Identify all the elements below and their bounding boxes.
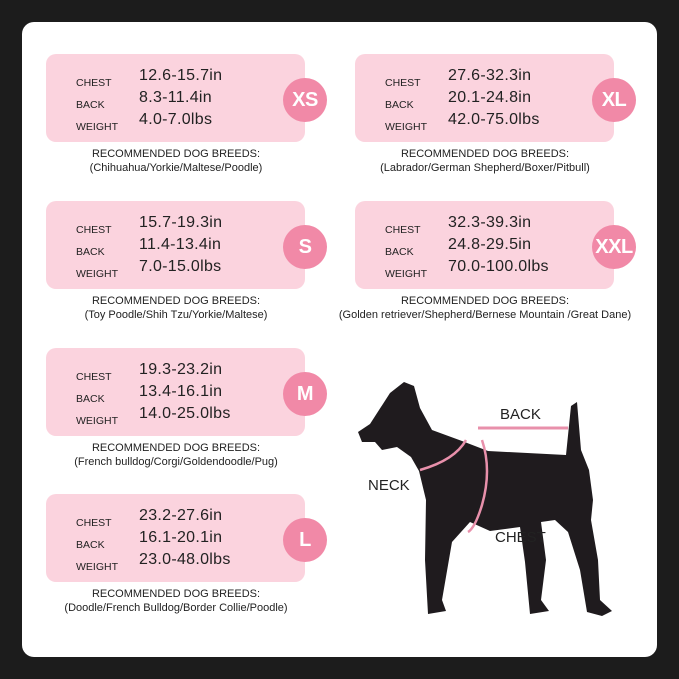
recommended-heading: RECOMMENDED DOG BREEDS: — [91, 442, 261, 454]
chest-label: CHEST — [385, 224, 421, 236]
weight-label: WEIGHT — [76, 415, 118, 427]
weight-label: WEIGHT — [76, 121, 118, 133]
weight-label: WEIGHT — [385, 121, 427, 133]
recommended-breeds: RECOMMENDED DOG BREEDS: (Doodle/French B… — [26, 587, 326, 615]
breeds-list: (Golden retriever/Shepherd/Bernese Mount… — [338, 309, 632, 321]
recommended-breeds: RECOMMENDED DOG BREEDS: (Golden retrieve… — [335, 294, 635, 322]
chest-value: 12.6-15.7in — [139, 67, 223, 84]
recommended-heading: RECOMMENDED DOG BREEDS: — [400, 295, 570, 307]
weight-label: WEIGHT — [76, 268, 118, 280]
recommended-breeds: RECOMMENDED DOG BREEDS: (Chihuahua/Yorki… — [26, 147, 326, 175]
back-label: BACK — [76, 99, 105, 111]
size-badge: S — [283, 225, 327, 269]
weight-value: 70.0-100.0lbs — [448, 258, 549, 275]
back-value: 8.3-11.4in — [139, 89, 212, 106]
size-badge: M — [283, 372, 327, 416]
breeds-list: (Doodle/French Bulldog/Border Collie/Poo… — [64, 602, 288, 614]
back-label: BACK — [385, 99, 414, 111]
size-badge: XS — [283, 78, 327, 122]
breeds-list: (Toy Poodle/Shih Tzu/Yorkie/Maltese) — [84, 309, 268, 321]
chest-value: 23.2-27.6in — [139, 507, 223, 524]
back-label: BACK — [500, 406, 541, 423]
back-label: BACK — [76, 393, 105, 405]
recommended-breeds: RECOMMENDED DOG BREEDS: (Toy Poodle/Shih… — [26, 294, 326, 322]
weight-value: 4.0-7.0lbs — [139, 111, 213, 128]
size-box-l: CHEST 23.2-27.6in BACK 16.1-20.1in WEIGH… — [46, 494, 305, 582]
weight-value: 7.0-15.0lbs — [139, 258, 222, 275]
back-value: 13.4-16.1in — [139, 383, 223, 400]
weight-value: 42.0-75.0lbs — [448, 111, 540, 128]
size-box-xl: CHEST 27.6-32.3in BACK 20.1-24.8in WEIGH… — [355, 54, 614, 142]
breeds-list: (French bulldog/Corgi/Goldendoodle/Pug) — [74, 456, 278, 468]
back-label: BACK — [76, 539, 105, 551]
breeds-list: (Chihuahua/Yorkie/Maltese/Poodle) — [89, 162, 263, 174]
back-value: 20.1-24.8in — [448, 89, 532, 106]
weight-value: 23.0-48.0lbs — [139, 551, 231, 568]
back-value: 24.8-29.5in — [448, 236, 532, 253]
back-value: 11.4-13.4in — [139, 236, 222, 253]
recommended-breeds: RECOMMENDED DOG BREEDS: (French bulldog/… — [26, 441, 326, 469]
weight-label: WEIGHT — [385, 268, 427, 280]
dog-silhouette — [358, 382, 612, 616]
size-badge: XL — [592, 78, 636, 122]
chest-value: 27.6-32.3in — [448, 67, 532, 84]
recommended-heading: RECOMMENDED DOG BREEDS: — [91, 148, 261, 160]
chest-value: 15.7-19.3in — [139, 214, 223, 231]
back-label: BACK — [76, 246, 105, 258]
chest-label: CHEST — [76, 517, 112, 529]
recommended-heading: RECOMMENDED DOG BREEDS: — [400, 148, 570, 160]
size-badge: L — [283, 518, 327, 562]
size-box-m: CHEST 19.3-23.2in BACK 13.4-16.1in WEIGH… — [46, 348, 305, 436]
neck-measure-ring — [419, 439, 468, 472]
size-box-s: CHEST 15.7-19.3in BACK 11.4-13.4in WEIGH… — [46, 201, 305, 289]
chest-label: CHEST — [495, 529, 546, 546]
recommended-heading: RECOMMENDED DOG BREEDS: — [91, 295, 261, 307]
chest-label: CHEST — [76, 224, 112, 236]
chest-label: CHEST — [76, 371, 112, 383]
recommended-breeds: RECOMMENDED DOG BREEDS: (Labrador/German… — [335, 147, 635, 175]
back-label: BACK — [385, 246, 414, 258]
size-box-xxl: CHEST 32.3-39.3in BACK 24.8-29.5in WEIGH… — [355, 201, 614, 289]
chest-value: 19.3-23.2in — [139, 361, 223, 378]
chest-value: 32.3-39.3in — [448, 214, 532, 231]
chest-measure-ring — [467, 439, 489, 534]
chest-label: CHEST — [385, 77, 421, 89]
chest-label: CHEST — [76, 77, 112, 89]
size-box-xs: CHEST 12.6-15.7in BACK 8.3-11.4in WEIGHT… — [46, 54, 305, 142]
back-value: 16.1-20.1in — [139, 529, 223, 546]
recommended-heading: RECOMMENDED DOG BREEDS: — [91, 588, 261, 600]
weight-value: 14.0-25.0lbs — [139, 405, 231, 422]
breeds-list: (Labrador/German Shepherd/Boxer/Pitbull) — [380, 162, 590, 174]
weight-label: WEIGHT — [76, 561, 118, 573]
size-badge: XXL — [592, 225, 636, 269]
neck-label: NECK — [368, 477, 410, 494]
